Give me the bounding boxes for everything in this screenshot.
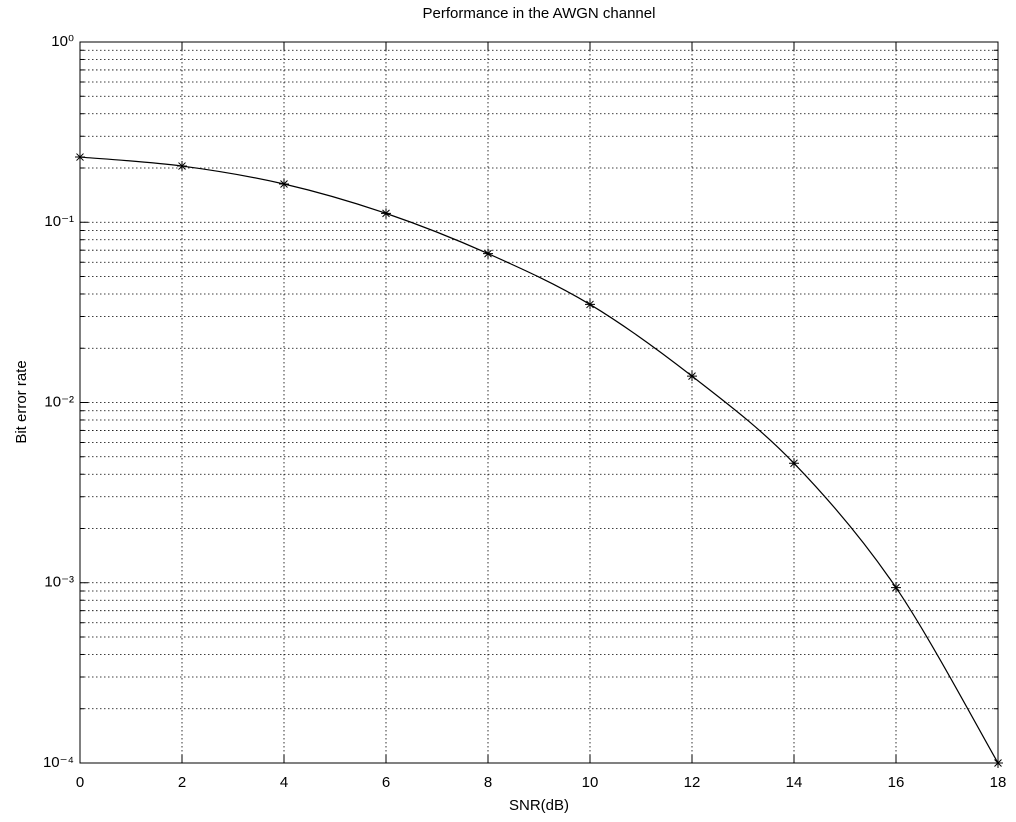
x-tick-label: 6 (382, 774, 390, 791)
marker (75, 152, 85, 163)
x-tick-label: 8 (484, 774, 492, 791)
chart-title: Performance in the AWGN channel (423, 5, 656, 22)
x-tick-label: 12 (684, 774, 701, 791)
marker (483, 248, 493, 259)
x-tick-label: 10 (582, 774, 599, 791)
y-tick-label: 10⁻³ (44, 574, 74, 591)
y-axis-label: Bit error rate (13, 360, 30, 443)
x-tick-label: 16 (888, 774, 905, 791)
marker (891, 582, 901, 593)
marker (381, 208, 391, 219)
x-tick-label: 0 (76, 774, 84, 791)
x-axis-label: SNR(dB) (509, 797, 569, 814)
x-tick-label: 18 (990, 774, 1007, 791)
y-tick-label: 10⁻⁴ (43, 754, 74, 771)
marker (789, 458, 799, 469)
y-tick-label: 10⁰ (51, 33, 74, 50)
plot-frame (79, 41, 999, 764)
x-tick-label: 4 (280, 774, 288, 791)
x-tick-label: 14 (786, 774, 803, 791)
marker (993, 758, 1003, 768)
marker (177, 161, 187, 172)
line (79, 156, 999, 764)
marker (687, 371, 697, 382)
marker (585, 299, 595, 310)
x-tick-label: 2 (178, 774, 186, 791)
y-tick-label: 10⁻¹ (44, 213, 74, 230)
y-tick-label: 10⁻² (44, 393, 74, 410)
marker (279, 179, 289, 190)
